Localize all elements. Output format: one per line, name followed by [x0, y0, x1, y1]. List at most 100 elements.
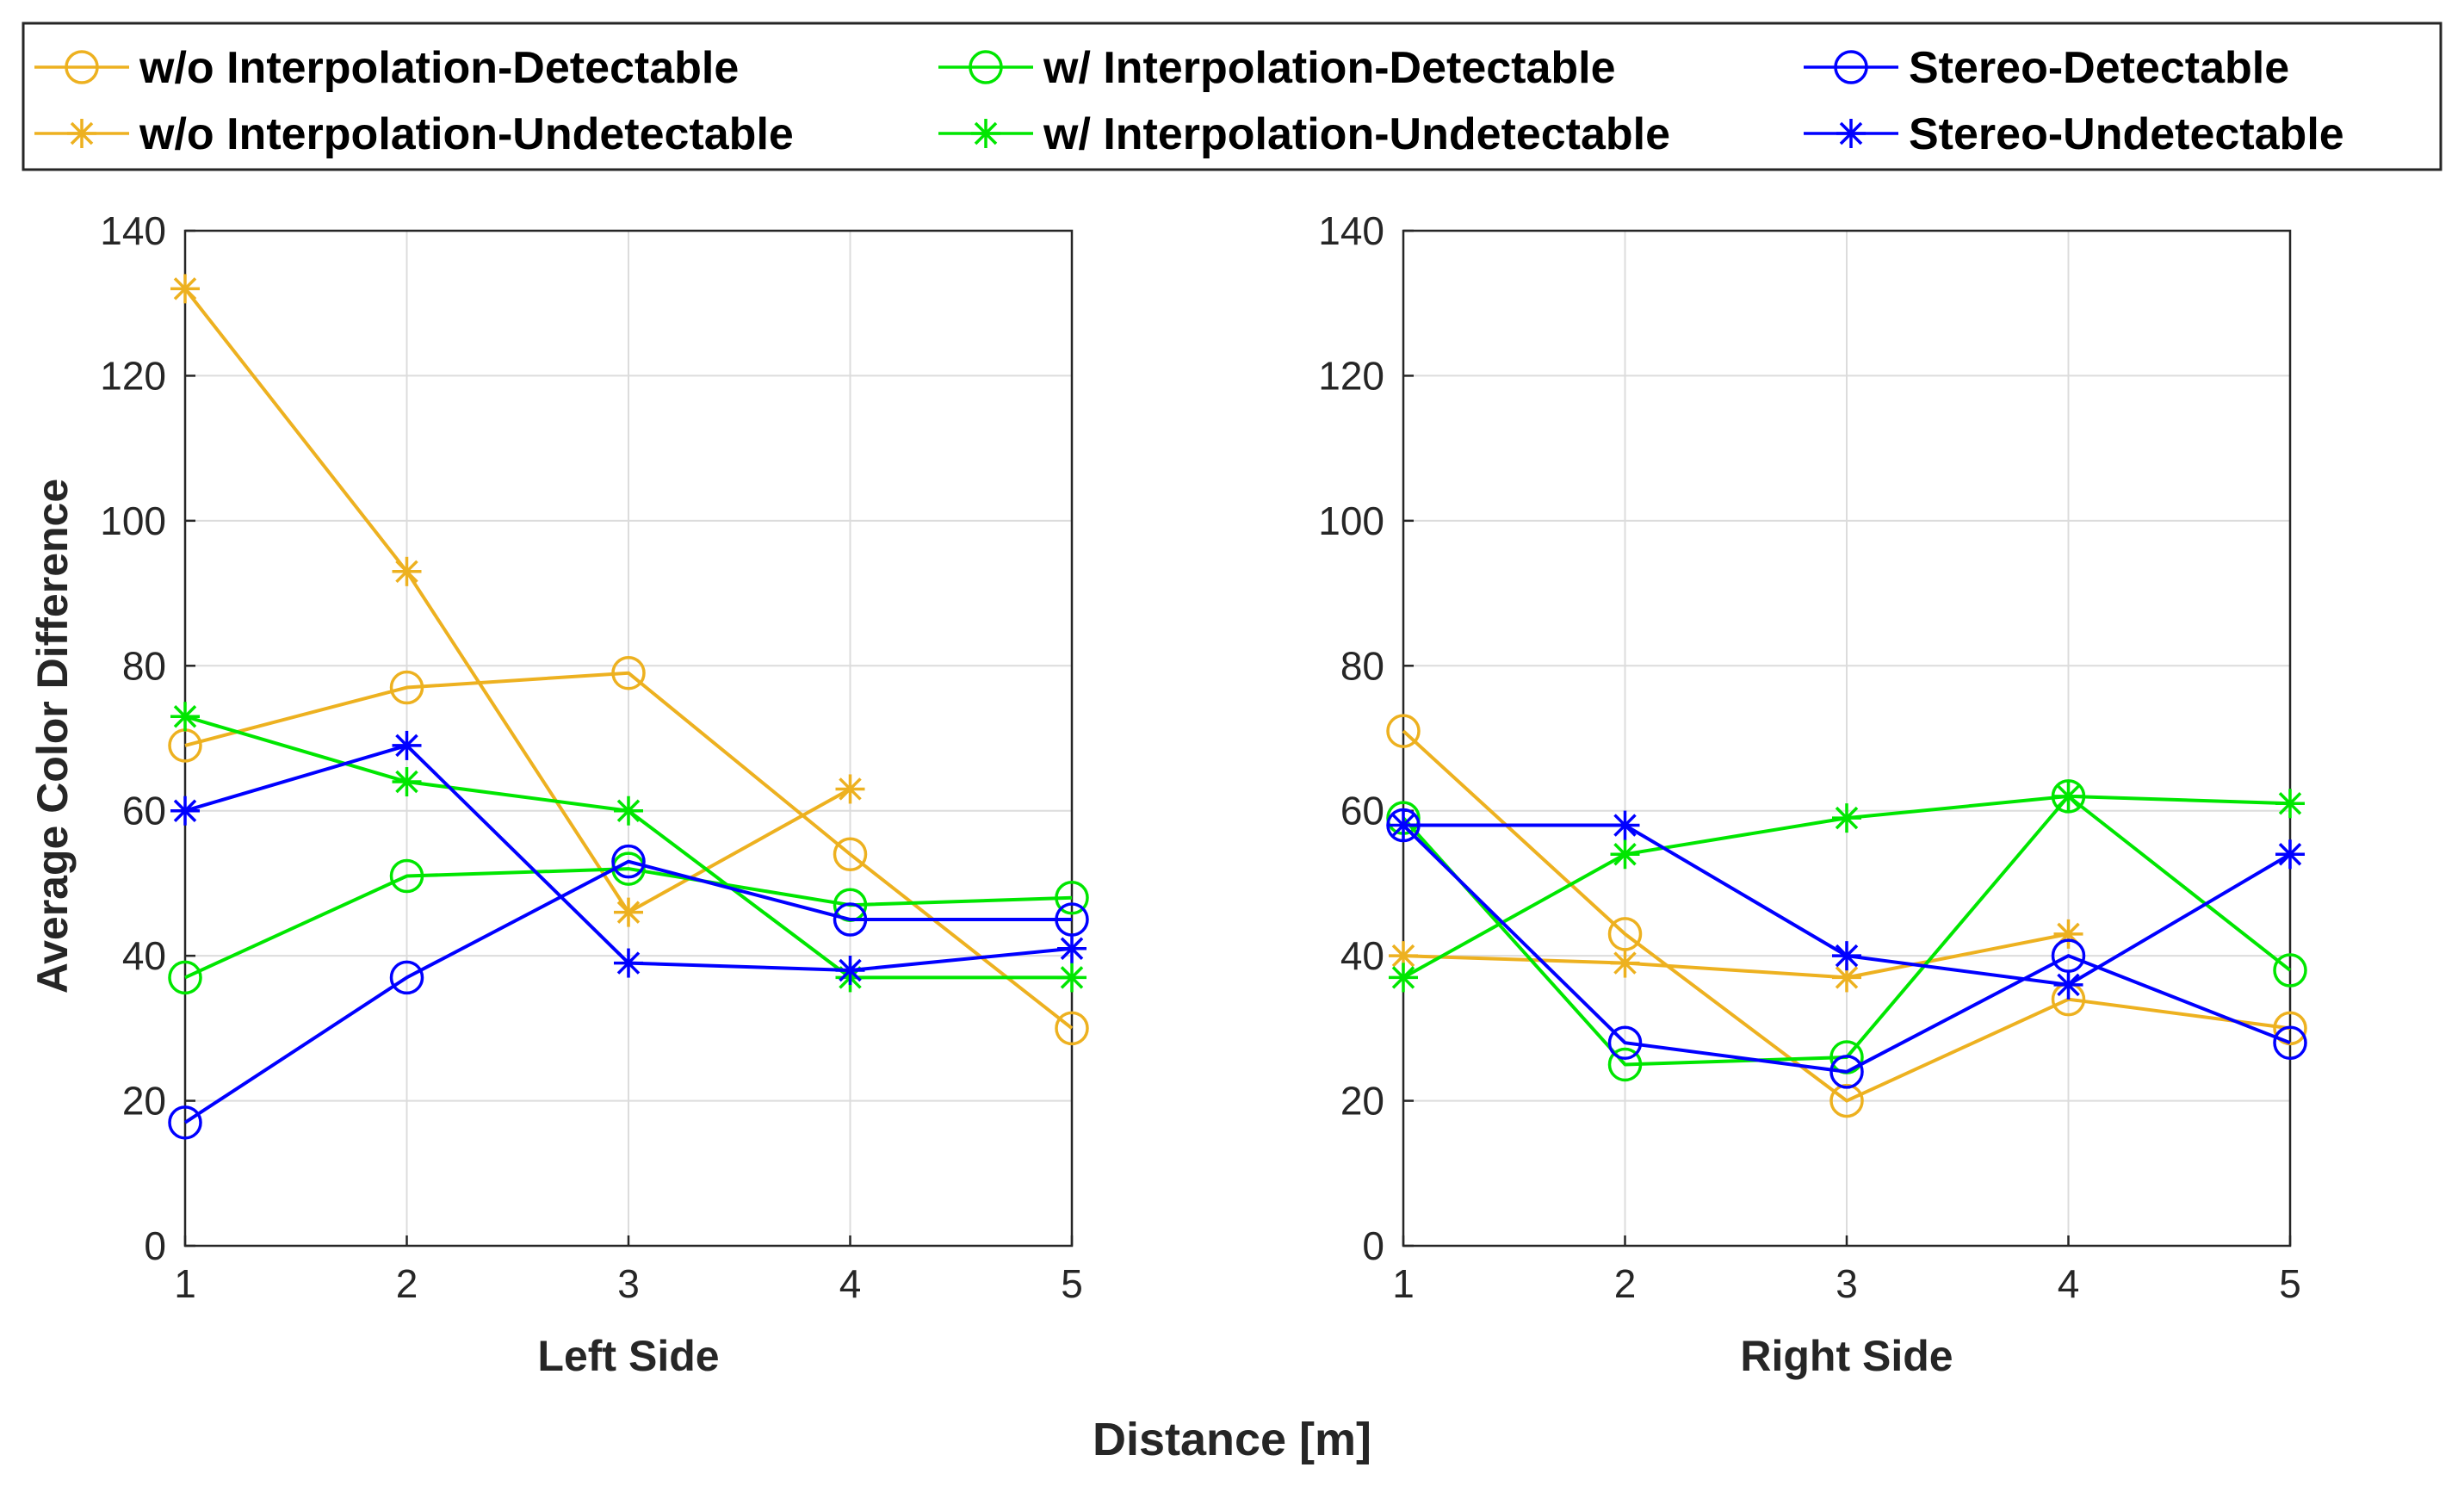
legend-marker-circle: [65, 50, 99, 84]
series-line: [184, 671, 1074, 1030]
shared-x-axis-label: Distance [m]: [1093, 1414, 1371, 1465]
legend-item-w-interpolation-detectable: w/ Interpolation-Detectable: [938, 43, 1616, 93]
data-point: [1832, 803, 1861, 833]
legend: w/o Interpolation-Detectable w/ Interpola…: [22, 22, 2442, 171]
legend-item-w-interpolation-undetectable: w/ Interpolation-Undetectable: [938, 109, 1670, 159]
data-point: [1389, 963, 1418, 993]
data-point: [1832, 963, 1861, 993]
data-point: [1829, 1083, 1864, 1118]
y-tick-label: 120: [1318, 353, 1384, 398]
series-w-o-interpolation-undetectable: [1389, 919, 2083, 993]
data-point: [170, 274, 200, 304]
data-point: [1607, 1047, 1643, 1082]
legend-box: [22, 22, 2442, 171]
y-tick-label: 100: [100, 498, 166, 543]
y-tick-label: 0: [144, 1223, 166, 1268]
y-tick-label: 20: [1340, 1079, 1384, 1124]
data-point: [170, 702, 200, 732]
data-point: [1607, 1025, 1643, 1060]
data-point: [2273, 1025, 2307, 1060]
data-point: [1055, 881, 1089, 915]
legend-marker-star: [1836, 119, 1866, 148]
legend-label: Stereo-Undetectable: [1909, 109, 2344, 159]
x-tick-label: 5: [1061, 1261, 1083, 1306]
y-tick-label: 60: [1340, 789, 1384, 833]
data-point: [1057, 963, 1087, 993]
y-tick-label: 140: [1318, 208, 1384, 253]
series-stereo-undetectable: [1389, 810, 2305, 1000]
data-point: [614, 948, 643, 978]
right-xlabel: Right Side: [1740, 1332, 1953, 1380]
series-line: [183, 288, 851, 914]
data-point: [1057, 933, 1087, 963]
data-point: [835, 955, 865, 985]
data-point: [611, 655, 646, 690]
data-point: [389, 858, 424, 894]
y-axis-label: Average Color Difference: [28, 479, 77, 994]
legend-label: w/ Interpolation-Undetectable: [1043, 109, 1670, 159]
data-point: [1832, 941, 1861, 971]
legend-item-stereo-detectable: Stereo-Detectable: [1804, 43, 2289, 93]
data-point: [2053, 969, 2083, 1000]
legend-marker-star: [971, 119, 1000, 148]
series-w-interpolation-undetectable: [1389, 781, 2305, 993]
data-point: [2275, 789, 2305, 819]
data-point: [833, 902, 868, 937]
legend-marker-circle: [969, 50, 1003, 84]
x-tick-label: 3: [617, 1261, 640, 1306]
data-point: [2273, 953, 2307, 988]
data-point: [2275, 839, 2305, 870]
legend-item-w-o-interpolation-detectable: w/o Interpolation-Detectable: [34, 43, 739, 93]
y-tick-label: 20: [122, 1079, 166, 1124]
series-line: [184, 867, 1073, 980]
y-tick-label: 0: [1362, 1223, 1384, 1268]
x-tick-label: 1: [1392, 1261, 1415, 1306]
data-point: [170, 796, 200, 826]
legend-marker-circle: [1834, 50, 1868, 84]
y-tick-label: 100: [1318, 498, 1384, 543]
series-stereo-undetectable: [170, 730, 1087, 985]
data-point: [1389, 941, 1418, 971]
series-w-interpolation-detectable: [168, 851, 1089, 995]
data-point: [1386, 714, 1421, 748]
legend-item-stereo-undetectable: Stereo-Undetectable: [1804, 109, 2344, 159]
y-tick-label: 80: [122, 643, 166, 688]
data-point: [835, 774, 865, 804]
axes-left: 1 2 3 4 5 0 20 40 60 80 100 120 140 Left Side: [100, 208, 1089, 1380]
left-xlabel: Left Side: [537, 1332, 719, 1380]
data-point: [389, 670, 424, 705]
data-point: [2273, 1011, 2307, 1046]
data-point: [611, 844, 646, 879]
legend-label: w/ Interpolation-Detectable: [1043, 43, 1616, 93]
legend-item-w-o-interpolation-undetectable: w/o Interpolation-Undetectable: [34, 109, 794, 159]
y-tick-label: 60: [122, 789, 166, 833]
x-tick-label: 5: [2279, 1261, 2301, 1306]
data-point: [1610, 839, 1640, 870]
data-point: [392, 730, 422, 760]
x-tick-label: 2: [1614, 1261, 1637, 1306]
data-point: [1610, 810, 1640, 840]
data-point: [2053, 781, 2083, 811]
legend-label: Stereo-Detectable: [1909, 43, 2289, 93]
y-tick-label: 40: [122, 933, 166, 978]
axes-right: 1 2 3 4 5 0 20 40 60 80 100 120 140 Right Side: [1318, 208, 2307, 1380]
series-line: [1402, 932, 2069, 980]
x-tick-label: 4: [839, 1261, 862, 1306]
data-point: [833, 837, 868, 871]
legend-marker-star: [67, 119, 96, 148]
data-point: [614, 897, 643, 927]
series-line: [183, 859, 1072, 1124]
series-line: [1402, 824, 2291, 1074]
legend-label: w/o Interpolation-Undetectable: [139, 109, 794, 159]
y-tick-label: 80: [1340, 643, 1384, 688]
x-tick-label: 4: [2058, 1261, 2080, 1306]
x-tick-label: 3: [1836, 1261, 1858, 1306]
x-tick-label: 2: [396, 1261, 418, 1306]
legend-label: w/o Interpolation-Detectable: [139, 43, 739, 93]
y-tick-label: 40: [1340, 933, 1384, 978]
data-point: [168, 1105, 202, 1140]
data-point: [1829, 1055, 1864, 1089]
series-line: [1402, 729, 2291, 1103]
data-point: [1610, 948, 1640, 978]
